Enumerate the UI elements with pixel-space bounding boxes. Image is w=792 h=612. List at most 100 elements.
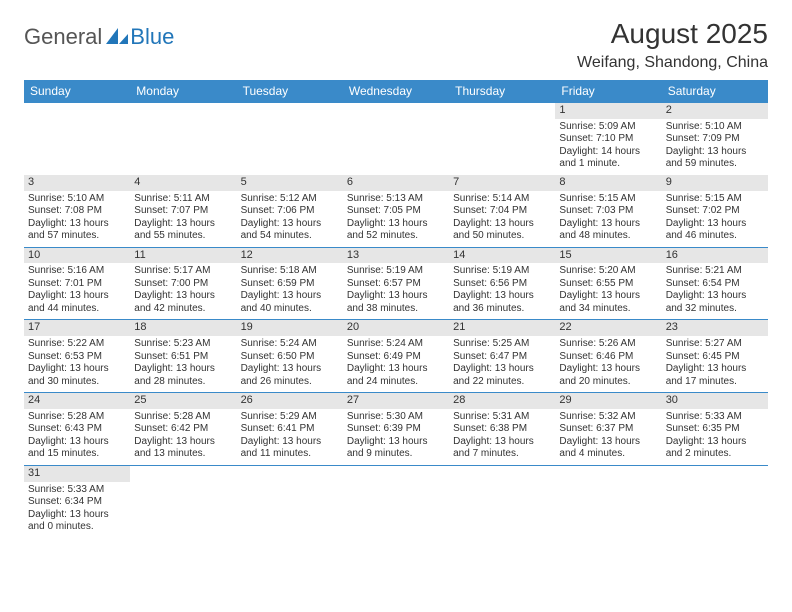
sunrise-text: Sunrise: 5:26 AM [559, 338, 657, 351]
daylight-text: Daylight: 13 hours and 30 minutes. [28, 363, 126, 388]
daylight-text: Daylight: 13 hours and 2 minutes. [666, 436, 764, 461]
sunrise-text: Sunrise: 5:19 AM [347, 265, 445, 278]
calendar-cell [449, 465, 555, 537]
day-number: 24 [24, 393, 130, 409]
day-number: 17 [24, 320, 130, 336]
weekday-header-row: Sunday Monday Tuesday Wednesday Thursday… [24, 80, 768, 103]
day-number: 15 [555, 248, 661, 264]
calendar-week-row: 3Sunrise: 5:10 AMSunset: 7:08 PMDaylight… [24, 175, 768, 247]
sunrise-text: Sunrise: 5:12 AM [241, 193, 339, 206]
sunset-text: Sunset: 6:51 PM [134, 351, 232, 364]
day-number: 19 [237, 320, 343, 336]
sunrise-text: Sunrise: 5:22 AM [28, 338, 126, 351]
weekday-header: Tuesday [237, 80, 343, 103]
day-number: 22 [555, 320, 661, 336]
sunrise-text: Sunrise: 5:31 AM [453, 411, 551, 424]
calendar-cell [24, 103, 130, 175]
calendar-cell: 19Sunrise: 5:24 AMSunset: 6:50 PMDayligh… [237, 320, 343, 393]
calendar-cell: 3Sunrise: 5:10 AMSunset: 7:08 PMDaylight… [24, 175, 130, 247]
sunset-text: Sunset: 6:49 PM [347, 351, 445, 364]
sunrise-text: Sunrise: 5:10 AM [28, 193, 126, 206]
sunset-text: Sunset: 6:54 PM [666, 278, 764, 291]
calendar-cell: 8Sunrise: 5:15 AMSunset: 7:03 PMDaylight… [555, 175, 661, 247]
sunrise-text: Sunrise: 5:15 AM [666, 193, 764, 206]
calendar-cell: 23Sunrise: 5:27 AMSunset: 6:45 PMDayligh… [662, 320, 768, 393]
calendar-cell: 4Sunrise: 5:11 AMSunset: 7:07 PMDaylight… [130, 175, 236, 247]
calendar-cell: 14Sunrise: 5:19 AMSunset: 6:56 PMDayligh… [449, 247, 555, 320]
day-number: 10 [24, 248, 130, 264]
sunrise-text: Sunrise: 5:11 AM [134, 193, 232, 206]
sunset-text: Sunset: 7:10 PM [559, 133, 657, 146]
daylight-text: Daylight: 13 hours and 17 minutes. [666, 363, 764, 388]
calendar-cell: 12Sunrise: 5:18 AMSunset: 6:59 PMDayligh… [237, 247, 343, 320]
calendar-week-row: 10Sunrise: 5:16 AMSunset: 7:01 PMDayligh… [24, 247, 768, 320]
calendar-cell: 25Sunrise: 5:28 AMSunset: 6:42 PMDayligh… [130, 393, 236, 466]
sunrise-text: Sunrise: 5:13 AM [347, 193, 445, 206]
title-block: August 2025 Weifang, Shandong, China [577, 18, 768, 72]
calendar-cell: 7Sunrise: 5:14 AMSunset: 7:04 PMDaylight… [449, 175, 555, 247]
day-number: 27 [343, 393, 449, 409]
daylight-text: Daylight: 14 hours and 1 minute. [559, 146, 657, 171]
calendar-cell: 1Sunrise: 5:09 AMSunset: 7:10 PMDaylight… [555, 103, 661, 175]
day-number: 14 [449, 248, 555, 264]
daylight-text: Daylight: 13 hours and 50 minutes. [453, 218, 551, 243]
day-number: 2 [662, 103, 768, 119]
sunset-text: Sunset: 6:42 PM [134, 423, 232, 436]
sunset-text: Sunset: 6:35 PM [666, 423, 764, 436]
daylight-text: Daylight: 13 hours and 13 minutes. [134, 436, 232, 461]
logo-sail-icon [106, 28, 128, 49]
daylight-text: Daylight: 13 hours and 55 minutes. [134, 218, 232, 243]
sunrise-text: Sunrise: 5:14 AM [453, 193, 551, 206]
calendar-body: 1Sunrise: 5:09 AMSunset: 7:10 PMDaylight… [24, 103, 768, 538]
daylight-text: Daylight: 13 hours and 9 minutes. [347, 436, 445, 461]
sunrise-text: Sunrise: 5:10 AM [666, 121, 764, 134]
calendar-cell: 2Sunrise: 5:10 AMSunset: 7:09 PMDaylight… [662, 103, 768, 175]
daylight-text: Daylight: 13 hours and 34 minutes. [559, 290, 657, 315]
calendar-cell: 29Sunrise: 5:32 AMSunset: 6:37 PMDayligh… [555, 393, 661, 466]
sunset-text: Sunset: 7:09 PM [666, 133, 764, 146]
daylight-text: Daylight: 13 hours and 40 minutes. [241, 290, 339, 315]
day-number: 25 [130, 393, 236, 409]
day-number: 29 [555, 393, 661, 409]
daylight-text: Daylight: 13 hours and 26 minutes. [241, 363, 339, 388]
sunrise-text: Sunrise: 5:19 AM [453, 265, 551, 278]
sunrise-text: Sunrise: 5:09 AM [559, 121, 657, 134]
daylight-text: Daylight: 13 hours and 38 minutes. [347, 290, 445, 315]
sunset-text: Sunset: 7:02 PM [666, 205, 764, 218]
weekday-header: Sunday [24, 80, 130, 103]
daylight-text: Daylight: 13 hours and 42 minutes. [134, 290, 232, 315]
calendar-cell: 9 Sunrise: 5:15 AMSunset: 7:02 PMDaylight… [662, 175, 768, 247]
calendar-week-row: 17Sunrise: 5:22 AMSunset: 6:53 PMDayligh… [24, 320, 768, 393]
daylight-text: Daylight: 13 hours and 46 minutes. [666, 218, 764, 243]
calendar-cell [343, 103, 449, 175]
sunrise-text: Sunrise: 5:30 AM [347, 411, 445, 424]
sunset-text: Sunset: 7:01 PM [28, 278, 126, 291]
calendar-cell [237, 465, 343, 537]
sunrise-text: Sunrise: 5:16 AM [28, 265, 126, 278]
calendar-cell: 13Sunrise: 5:19 AMSunset: 6:57 PMDayligh… [343, 247, 449, 320]
daylight-text: Daylight: 13 hours and 48 minutes. [559, 218, 657, 243]
sunrise-text: Sunrise: 5:18 AM [241, 265, 339, 278]
sunrise-text: Sunrise: 5:33 AM [28, 484, 126, 497]
sunset-text: Sunset: 6:45 PM [666, 351, 764, 364]
calendar-cell [130, 103, 236, 175]
calendar-cell [343, 465, 449, 537]
sunrise-text: Sunrise: 5:29 AM [241, 411, 339, 424]
sunrise-text: Sunrise: 5:33 AM [666, 411, 764, 424]
weekday-header: Monday [130, 80, 236, 103]
day-number: 9 [662, 175, 768, 191]
sunrise-text: Sunrise: 5:17 AM [134, 265, 232, 278]
logo: General Blue [24, 18, 174, 50]
sunset-text: Sunset: 7:05 PM [347, 205, 445, 218]
daylight-text: Daylight: 13 hours and 52 minutes. [347, 218, 445, 243]
day-number: 6 [343, 175, 449, 191]
logo-text-blue: Blue [130, 24, 174, 50]
sunrise-text: Sunrise: 5:23 AM [134, 338, 232, 351]
day-number: 26 [237, 393, 343, 409]
sunrise-text: Sunrise: 5:24 AM [347, 338, 445, 351]
daylight-text: Daylight: 13 hours and 24 minutes. [347, 363, 445, 388]
day-number: 18 [130, 320, 236, 336]
daylight-text: Daylight: 13 hours and 44 minutes. [28, 290, 126, 315]
logo-text-general: General [24, 24, 102, 50]
daylight-text: Daylight: 13 hours and 36 minutes. [453, 290, 551, 315]
